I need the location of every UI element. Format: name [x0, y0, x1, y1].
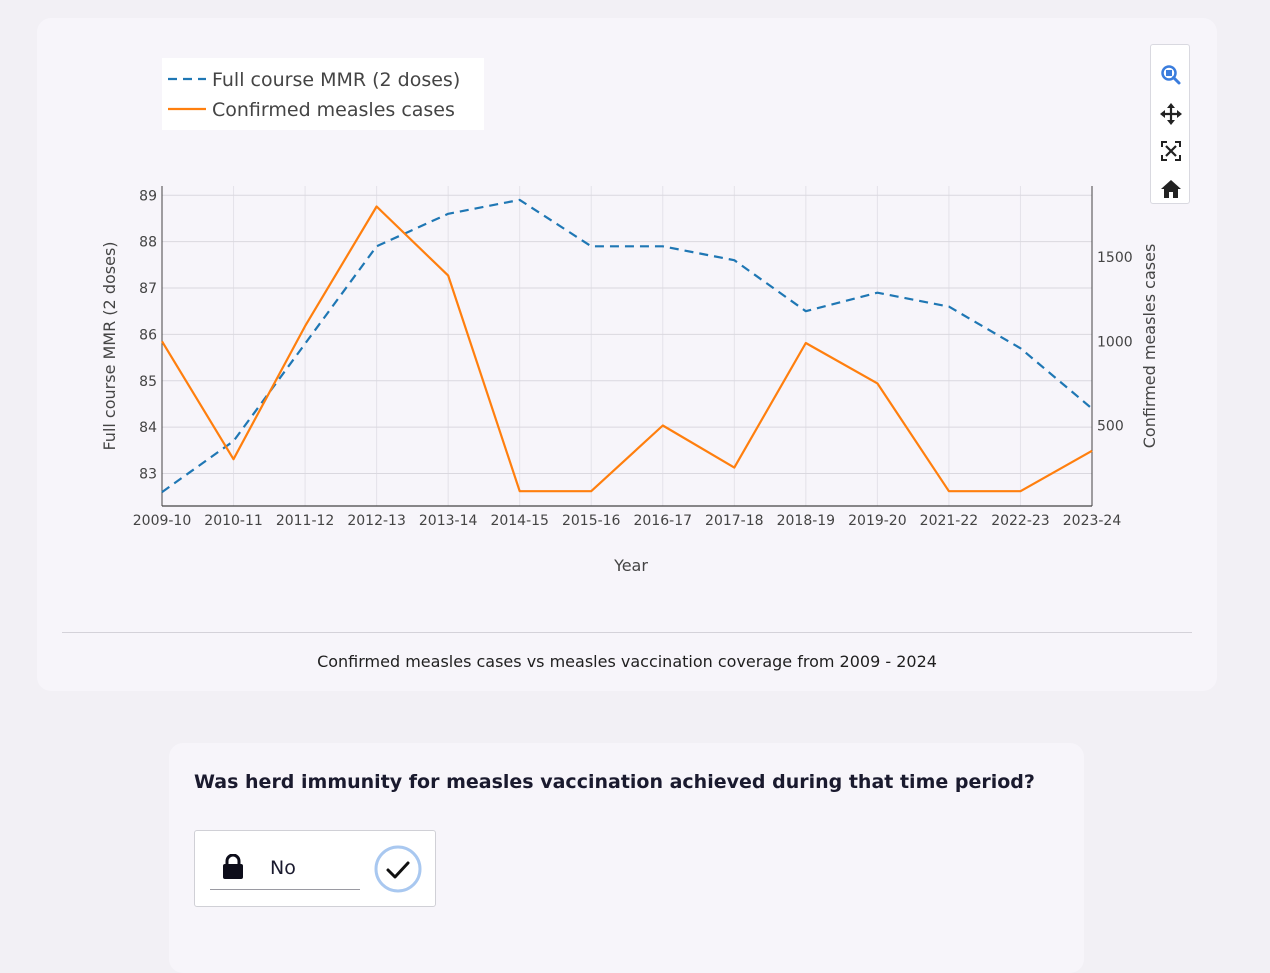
- modebar: [1150, 44, 1190, 204]
- cases-line: [161, 205, 1093, 493]
- y-right-tick-label: 1500: [1097, 250, 1133, 266]
- x-tick-label: 2016-17: [634, 513, 693, 529]
- y-left-tick-label: 86: [139, 327, 157, 343]
- autoscale-icon[interactable]: [1159, 139, 1183, 163]
- legend-label: Confirmed measles cases: [212, 99, 455, 121]
- legend: Full course MMR (2 doses) Confirmed measl…: [162, 58, 484, 130]
- chart-caption: Confirmed measles cases vs measles vacci…: [317, 652, 937, 671]
- answer-box: No: [194, 830, 436, 907]
- x-tick-label: 2019-20: [848, 513, 907, 529]
- y-axis-right-title: Confirmed measles cases: [1140, 244, 1159, 449]
- y-right-tick-label: 1000: [1097, 334, 1133, 350]
- check-icon[interactable]: [373, 844, 423, 894]
- chart: 2009-10 2010-11 2011-12 2012-13 2013-14 2014-…: [100, 58, 1159, 575]
- answer-field[interactable]: No: [210, 849, 360, 890]
- tick-labels: 2009-10 2010-11 2011-12 2012-13 2013-14 2014-…: [133, 188, 1133, 529]
- x-tick-label: 2011-12: [276, 513, 335, 529]
- x-tick-label: 2013-14: [419, 513, 478, 529]
- axes: [161, 186, 1093, 507]
- legend-box: [162, 58, 484, 130]
- caption-divider: [62, 632, 1192, 633]
- series-lines: [161, 198, 1093, 493]
- lock-icon: [223, 854, 243, 879]
- x-tick-label: 2012-13: [347, 513, 406, 529]
- axis-labels: Year Full course MMR (2 doses) Confirmed m…: [100, 241, 1159, 575]
- plot-area: [162, 186, 1092, 506]
- y-left-tick-label: 85: [139, 374, 157, 390]
- y-left-tick-label: 84: [139, 420, 157, 436]
- x-tick-label: 2010-11: [204, 513, 263, 529]
- y-left-tick-label: 83: [139, 467, 157, 483]
- y-left-tick-label: 87: [139, 281, 157, 297]
- question-text: Was herd immunity for measles vaccinatio…: [194, 771, 1035, 793]
- answer-value: No: [270, 857, 296, 879]
- zoom-icon[interactable]: [1159, 63, 1183, 87]
- pan-icon[interactable]: [1159, 102, 1183, 126]
- x-tick-label: 2014-15: [490, 513, 549, 529]
- x-tick-label: 2022-23: [991, 513, 1050, 529]
- grid-lines: [161, 186, 1093, 506]
- legend-label: Full course MMR (2 doses): [212, 69, 460, 91]
- y-left-tick-label: 89: [139, 188, 157, 204]
- x-tick-label: 2015-16: [562, 513, 621, 529]
- x-tick-label: 2021-22: [920, 513, 979, 529]
- x-tick-label: 2009-10: [133, 513, 192, 529]
- x-tick-label: 2017-18: [705, 513, 764, 529]
- reset-axes-icon[interactable]: [1159, 177, 1183, 201]
- x-tick-label: 2018-19: [777, 513, 836, 529]
- mmr-line: [161, 198, 1093, 493]
- y-right-tick-label: 500: [1097, 418, 1124, 434]
- y-axis-left-title: Full course MMR (2 doses): [100, 241, 119, 450]
- x-axis-title: Year: [613, 556, 648, 575]
- x-tick-label: 2023-24: [1063, 513, 1122, 529]
- y-left-tick-label: 88: [139, 235, 157, 251]
